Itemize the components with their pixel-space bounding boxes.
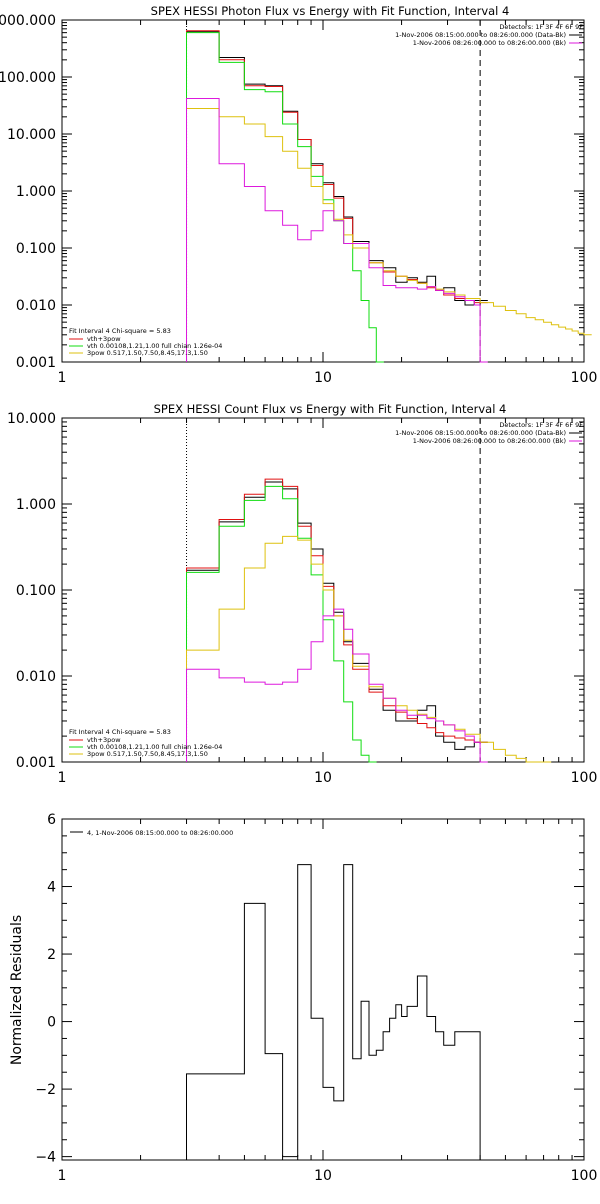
count-flux-xtick-label: 100 [571, 770, 598, 786]
count-flux-ytick-label: 1.000 [16, 497, 56, 513]
photon-flux-legend-vth: vth 0.00108,1.21,1.00 full chian 1.26e-0… [87, 342, 222, 350]
count-flux-detectors-text: Detectors: 1F 3F 4F 6F 9F [499, 421, 583, 429]
count-flux-ytick-label: 0.010 [16, 669, 56, 685]
photon-flux-title: SPEX HESSI Photon Flux vs Energy with Fi… [151, 4, 510, 18]
photon-flux-ytick-label: 100.000 [0, 70, 56, 86]
count-flux-ytick-label: 10.000 [7, 411, 56, 427]
count-flux-ytick-label: 0.001 [16, 755, 56, 771]
photon-flux-legend: Fit Interval 4 Chi-square = 5.83 vth+3po… [69, 327, 222, 357]
count-flux-xtick-label: 10 [314, 770, 332, 786]
photon-flux-series-green [186, 32, 384, 363]
count-flux-series-magenta [186, 608, 488, 763]
count-flux-series-yellow [186, 535, 552, 763]
count-flux-legend-vth: vth 0.00108,1.21,1.00 full chian 1.26e-0… [87, 743, 222, 751]
photon-flux-xtick-label: 1 [58, 370, 67, 386]
count-flux-legend-model: vth+3pow [87, 736, 121, 744]
count-flux-panel: SPEX HESSI Count Flux vs Energy with Fit… [7, 402, 597, 786]
residuals-ylabel: Normalized Residuals [9, 915, 25, 1065]
residuals-axes: 1 10 100 −4 −2 0 2 4 6 [35, 812, 597, 1184]
count-flux-legend-3pow: 3pow 0.517,1.50,7.50,8.45,17.3,1.50 [87, 750, 208, 758]
photon-flux-ytick-label: 0.001 [16, 355, 56, 371]
photon-flux-series-yellow [186, 108, 592, 362]
photon-flux-ytick-label: 0.010 [16, 298, 56, 314]
photon-flux-xtick-label: 100 [571, 370, 598, 386]
photon-flux-legend-chisq: Fit Interval 4 Chi-square = 5.83 [69, 327, 171, 335]
residuals-xtick-label: 100 [571, 1168, 598, 1184]
count-flux-series-green [186, 485, 377, 763]
photon-flux-ytick-label: 10.000 [7, 127, 56, 143]
residuals-plot-frame [61, 818, 585, 1161]
count-flux-ytick-label: 0.100 [16, 583, 56, 599]
residuals-xtick-label: 10 [314, 1168, 332, 1184]
residuals-ytick-label: 0 [47, 1015, 56, 1031]
photon-flux-bk-interval-text: 1-Nov-2006 08:26:00.000 to 08:26:00.000 … [413, 39, 566, 47]
photon-flux-series-magenta [186, 98, 488, 363]
photon-flux-xtick-label: 10 [314, 370, 332, 386]
photon-flux-series-black [186, 31, 488, 362]
photon-flux-detectors-text: Detectors: 1F 3F 4F 6F 9F [499, 23, 583, 31]
count-flux-legend-chisq: Fit Interval 4 Chi-square = 5.83 [69, 728, 171, 736]
residuals-ytick-label: 2 [47, 947, 56, 963]
photon-flux-legend-model: vth+3pow [87, 335, 121, 343]
count-flux-series [186, 478, 552, 763]
count-flux-xtick-label: 1 [58, 770, 67, 786]
residuals-legend: 4, 1-Nov-2006 08:15:00.000 to 08:26:00.0… [70, 829, 233, 837]
residuals-ytick-label: 4 [47, 880, 56, 896]
residuals-legend-text: 4, 1-Nov-2006 08:15:00.000 to 08:26:00.0… [87, 829, 233, 837]
photon-flux-panel: SPEX HESSI Photon Flux vs Energy with Fi… [0, 4, 597, 386]
photon-flux-series [186, 30, 592, 363]
photon-flux-ytick-label: 0.100 [16, 241, 56, 257]
count-flux-title: SPEX HESSI Count Flux vs Energy with Fit… [154, 402, 507, 416]
count-flux-legend: Fit Interval 4 Chi-square = 5.83 vth+3po… [69, 728, 222, 758]
count-flux-bk-interval-text: 1-Nov-2006 08:26:00.000 to 08:26:00.000 … [413, 437, 566, 445]
residuals-ytick-label: 6 [47, 812, 56, 828]
photon-flux-ytick-label: 1.000 [16, 184, 56, 200]
count-flux-info-box: Detectors: 1F 3F 4F 6F 9F 1-Nov-2006 08:… [395, 421, 583, 445]
count-flux-series-black [186, 481, 488, 762]
residuals-ytick-label: −4 [35, 1150, 56, 1166]
residuals-xtick-label: 1 [58, 1168, 67, 1184]
count-flux-data-interval-text: 1-Nov-2006 08:15:00.000 to 08:26:00.000 … [395, 429, 566, 437]
photon-flux-info-box: Detectors: 1F 3F 4F 6F 9F 1-Nov-2006 08:… [395, 23, 583, 47]
residuals-panel: Normalized Residuals 1 10 100 −4 −2 0 2 4 6 4, 1… [9, 812, 597, 1184]
count-flux-axes: 1 10 100 0.001 0.010 0.100 1.000 10.000 [7, 411, 597, 786]
photon-flux-data-interval-text: 1-Nov-2006 08:15:00.000 to 08:26:00.000 … [395, 31, 566, 39]
residuals-series [186, 864, 488, 1161]
photon-flux-legend-3pow: 3pow 0.517,1.50,7.50,8.45,17.3,1.50 [87, 349, 208, 357]
residuals-ytick-label: −2 [35, 1082, 56, 1098]
residuals-series-black [186, 864, 488, 1161]
